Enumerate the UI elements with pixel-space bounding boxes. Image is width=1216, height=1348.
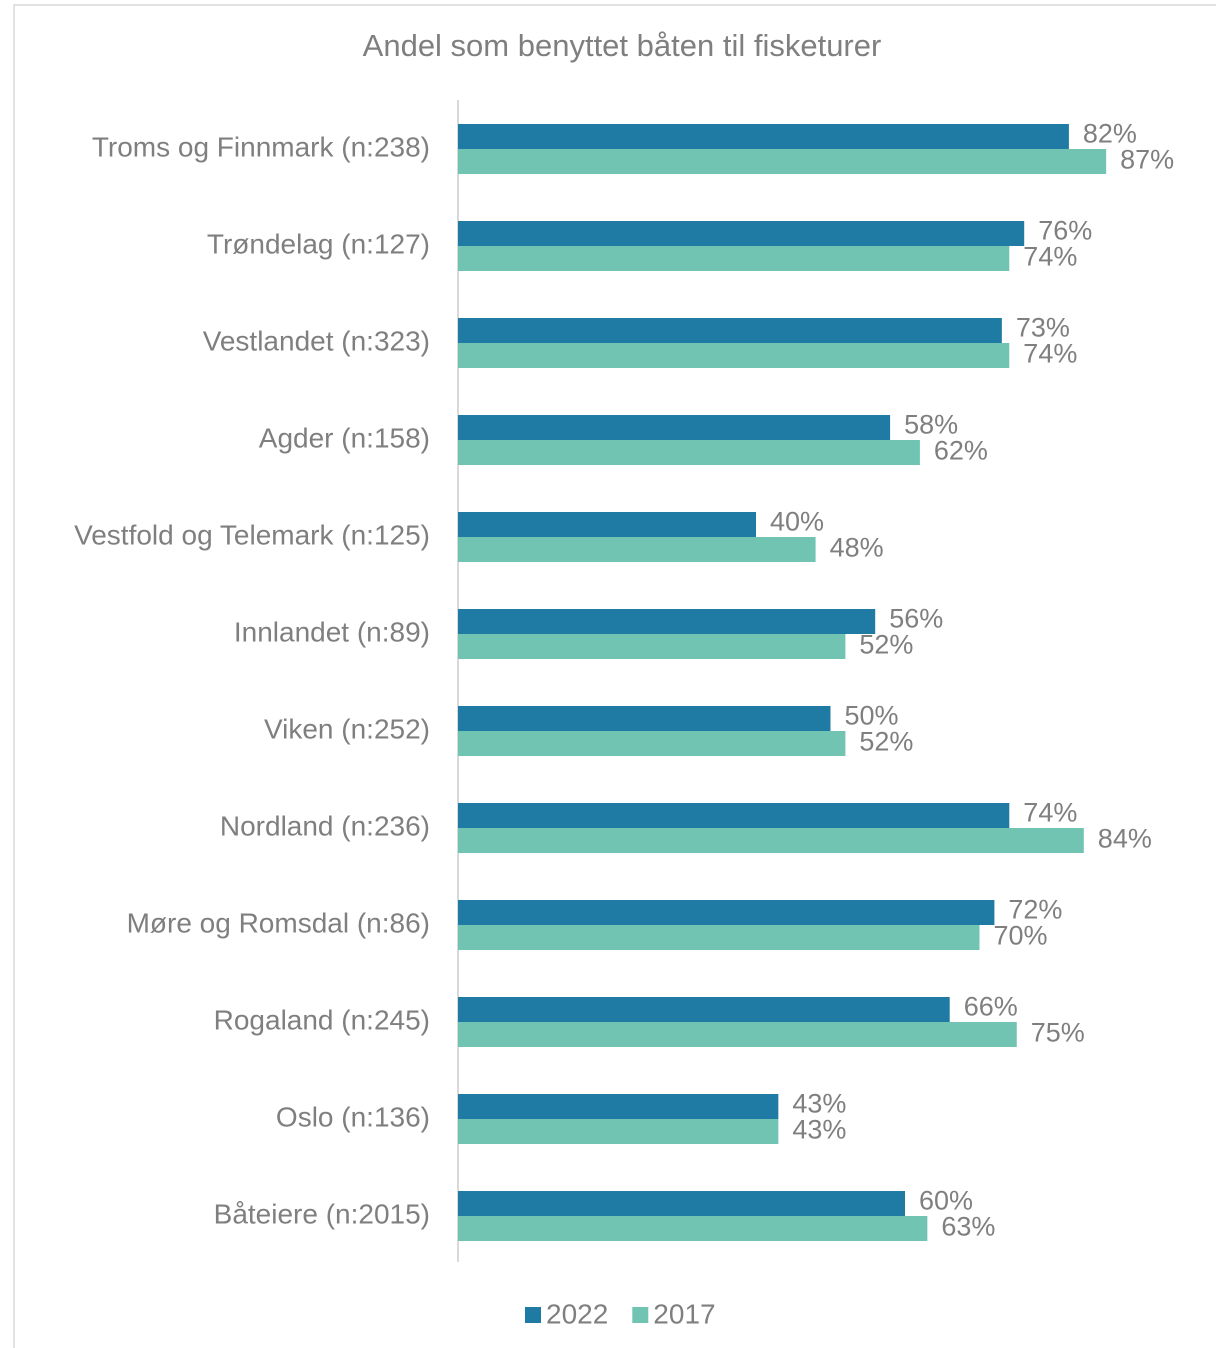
bar [458, 1119, 779, 1144]
category-label: Vestfold og Telemark (n:125) [74, 519, 430, 550]
value-label: 62% [934, 436, 988, 466]
bar [458, 440, 920, 465]
category-label: Trøndelag (n:127) [207, 228, 430, 259]
value-label: 52% [859, 727, 913, 757]
value-label: 76% [1038, 216, 1092, 246]
category-label: Troms og Finnmark (n:238) [92, 131, 430, 162]
bar [458, 828, 1084, 853]
category-label: Oslo (n:136) [276, 1101, 430, 1132]
value-label: 56% [889, 604, 943, 634]
value-label: 66% [964, 992, 1018, 1022]
bar [458, 634, 846, 659]
bar [458, 1191, 905, 1216]
legend-label: 2022 [546, 1298, 608, 1329]
bar [458, 415, 891, 440]
value-label: 60% [919, 1186, 973, 1216]
bar [458, 803, 1010, 828]
value-label: 52% [859, 630, 913, 660]
bar [458, 997, 950, 1022]
bar [458, 731, 846, 756]
value-label: 48% [830, 533, 884, 563]
bar [458, 512, 756, 537]
category-label: Båteiere (n:2015) [214, 1198, 430, 1229]
value-label: 75% [1031, 1018, 1085, 1048]
bar [458, 318, 1002, 343]
value-label: 84% [1098, 824, 1152, 854]
bar [458, 1216, 928, 1241]
category-label: Møre og Romsdal (n:86) [127, 907, 430, 938]
bar [458, 149, 1107, 174]
value-label: 43% [792, 1115, 846, 1145]
bar [458, 1022, 1017, 1047]
category-label: Viken (n:252) [264, 713, 430, 744]
bar [458, 706, 831, 731]
value-label: 74% [1023, 339, 1077, 369]
bar [458, 343, 1010, 368]
value-label: 63% [941, 1212, 995, 1242]
bar [458, 925, 980, 950]
value-label: 74% [1023, 798, 1077, 828]
value-label: 82% [1083, 119, 1137, 149]
value-label: 73% [1016, 313, 1070, 343]
legend-swatch [632, 1307, 649, 1323]
bar [458, 537, 816, 562]
chart-title: Andel som benyttet båten til fisketurer [363, 28, 882, 63]
legend-swatch [525, 1307, 541, 1323]
category-label: Rogaland (n:245) [214, 1004, 430, 1035]
category-label: Agder (n:158) [259, 422, 430, 453]
bar [458, 1094, 779, 1119]
value-label: 43% [792, 1089, 846, 1119]
bar [458, 246, 1010, 271]
value-label: 40% [770, 507, 824, 537]
bar [458, 609, 876, 634]
bar [458, 900, 995, 925]
bar [458, 124, 1069, 149]
value-label: 70% [994, 921, 1048, 951]
category-label: Nordland (n:236) [220, 810, 430, 841]
category-label: Vestlandet (n:323) [203, 325, 430, 356]
chart-frame [13, 4, 1216, 1348]
value-label: 87% [1120, 145, 1174, 175]
value-label: 72% [1008, 895, 1062, 925]
bar [458, 221, 1025, 246]
value-label: 74% [1023, 242, 1077, 272]
value-label: 58% [904, 410, 958, 440]
category-label: Innlandet (n:89) [234, 616, 430, 647]
value-label: 50% [845, 701, 899, 731]
legend-label: 2017 [653, 1298, 715, 1329]
